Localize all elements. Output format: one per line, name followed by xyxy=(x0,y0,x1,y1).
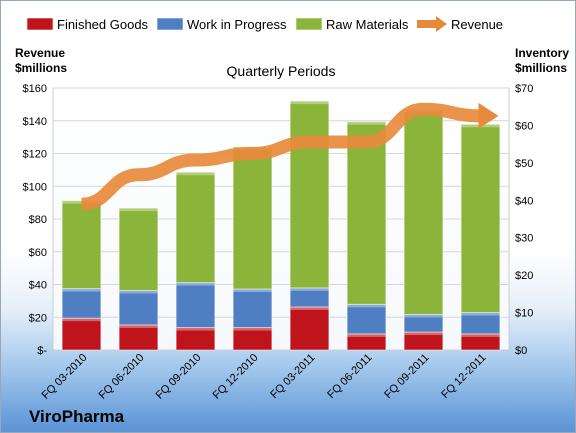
right-tick-label: $0 xyxy=(515,345,527,357)
category-label: FQ 03-2010 xyxy=(40,352,90,402)
bar-segment-finished-goods xyxy=(289,306,330,351)
bar-segment-work-in-progress xyxy=(61,288,102,319)
category-label: FQ 06-2010 xyxy=(97,352,147,402)
legend-swatch xyxy=(417,20,437,28)
legend-item-finished-goods: Finished Goods xyxy=(26,17,149,32)
bar-segment-work-in-progress xyxy=(460,312,501,335)
bar-segment-finished-goods xyxy=(346,333,387,351)
left-tick-label: $60 xyxy=(29,247,47,259)
legend-label: Work in Progress xyxy=(187,17,287,32)
right-tick-label: $50 xyxy=(515,158,533,170)
category-label: FQ 09-2011 xyxy=(382,352,431,401)
legend-swatch xyxy=(156,17,184,31)
bar-segment-raw-materials xyxy=(403,108,444,315)
legend-label: Finished Goods xyxy=(57,17,149,32)
chart-title: Quarterly Periods xyxy=(227,63,336,79)
bar-segment-finished-goods xyxy=(61,317,102,351)
bar-segment-work-in-progress xyxy=(289,287,330,308)
left-tick-label: $40 xyxy=(29,280,47,292)
legend-label: Revenue xyxy=(451,17,503,32)
bar-segment-raw-materials xyxy=(460,123,501,314)
right-tick-label: $40 xyxy=(515,195,533,207)
bar-segment-work-in-progress xyxy=(175,282,216,329)
right-tick-label: $70 xyxy=(515,83,533,95)
left-tick-label: $120 xyxy=(23,149,47,161)
bar-segment-raw-materials xyxy=(289,100,330,289)
right-tick-label: $20 xyxy=(515,270,533,282)
bar-segment-raw-materials xyxy=(232,146,273,290)
left-axis-label-line1: Revenue xyxy=(15,46,65,60)
bar-segment-raw-materials xyxy=(61,200,102,290)
legend-item-work-in-progress: Work in Progress xyxy=(156,17,287,32)
legend-item-revenue: Revenue xyxy=(417,16,503,32)
company-name: ViroPharma xyxy=(29,407,125,426)
bar-segment-raw-materials xyxy=(118,207,159,291)
category-label: FQ 12-2011 xyxy=(439,352,488,401)
bar-segment-work-in-progress xyxy=(232,288,273,329)
right-tick-label: $30 xyxy=(515,233,533,245)
revenue-arrowhead xyxy=(478,102,499,129)
left-tick-label: $20 xyxy=(29,312,47,324)
bar-segment-work-in-progress xyxy=(118,289,159,326)
category-label: FQ 12-2010 xyxy=(211,352,261,402)
right-tick-label: $60 xyxy=(515,120,533,132)
legend: Finished Goods Work in Progress Raw Materi… xyxy=(26,16,503,32)
left-tick-label: $100 xyxy=(23,181,47,193)
bar-segment-work-in-progress xyxy=(346,303,387,335)
bar-segment-finished-goods xyxy=(175,327,216,351)
right-axis-label-line2: $millions xyxy=(515,61,567,75)
legend-swatch xyxy=(295,17,323,31)
right-tick-label: $10 xyxy=(515,308,533,320)
bar-segment-finished-goods xyxy=(118,324,159,351)
left-tick-label: $140 xyxy=(23,116,47,128)
category-label: FQ 06-2011 xyxy=(325,352,374,401)
bar-segment-finished-goods xyxy=(403,331,444,351)
legend-item-raw-materials: Raw Materials xyxy=(295,17,409,32)
legend-label: Raw Materials xyxy=(326,17,409,32)
bar-segment-raw-materials xyxy=(175,171,216,284)
category-label: FQ 03-2011 xyxy=(268,352,317,401)
bar-segment-raw-materials xyxy=(346,121,387,305)
category-label: FQ 09-2010 xyxy=(154,352,204,402)
left-tick-label: $160 xyxy=(23,83,47,95)
left-tick-label: $- xyxy=(37,345,47,357)
plot-area: $- $20 $40 $60 $80 $100 $120 $140 $160 $0 $10 $20 $3… xyxy=(23,83,534,402)
bar-segment-work-in-progress xyxy=(403,313,444,333)
legend-swatch xyxy=(26,17,54,31)
right-axis-label-line1: Inventory xyxy=(515,46,569,60)
bar-segment-finished-goods xyxy=(232,327,273,351)
bar-segment-finished-goods xyxy=(460,333,501,351)
revenue-line xyxy=(80,102,481,211)
left-tick-label: $80 xyxy=(29,214,47,226)
left-axis-label-line2: $millions xyxy=(15,61,67,75)
